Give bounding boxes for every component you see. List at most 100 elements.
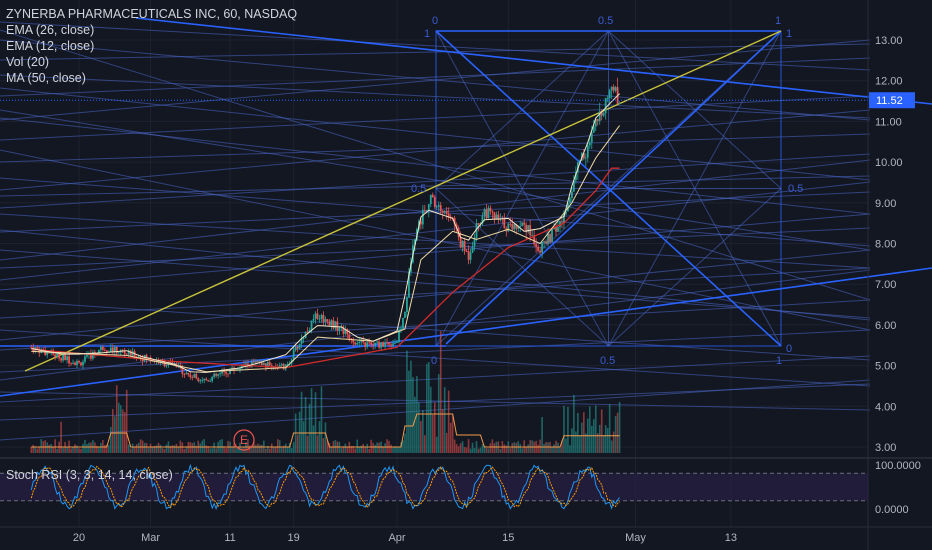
volume-bar — [342, 446, 345, 453]
candle-body — [366, 342, 369, 347]
candle-body — [300, 338, 303, 344]
candle-body — [555, 227, 557, 232]
volume-bar — [249, 445, 251, 453]
volume-bar — [598, 424, 601, 453]
volume-bar — [245, 442, 247, 453]
price-tick-label: 9.00 — [875, 198, 896, 210]
candle-body — [123, 351, 126, 354]
volume-bar — [286, 447, 289, 453]
volume-bar — [72, 447, 74, 453]
volume-bar — [600, 409, 603, 453]
study-volume[interactable]: Vol (20) — [6, 55, 50, 69]
volume-bar — [290, 447, 293, 453]
volume-bar — [237, 446, 239, 453]
volume-bar — [370, 439, 372, 453]
time-tick-label: 19 — [288, 532, 300, 544]
candle-body — [117, 352, 120, 354]
candle-body — [324, 319, 327, 322]
candle-body — [60, 358, 63, 361]
candle-body — [165, 364, 168, 367]
volume-bar — [412, 377, 414, 453]
faint-trendline — [0, 249, 871, 341]
volume-bar — [404, 433, 406, 453]
volume-bar — [451, 415, 454, 453]
volume-bar — [527, 444, 529, 453]
volume-bar — [402, 440, 404, 453]
candle-body — [465, 250, 468, 252]
volume-bar — [553, 444, 555, 453]
volume-bar — [239, 442, 241, 453]
volume-bar — [98, 447, 100, 453]
study-stoch-rsi[interactable]: Stoch RSI (3, 3, 14, 14, close) — [6, 468, 173, 482]
candle-body — [207, 380, 210, 382]
study-ema26[interactable]: EMA (26, close) — [6, 23, 95, 37]
volume-bar — [358, 446, 361, 453]
volume-bar — [569, 445, 571, 453]
candle-body — [535, 244, 538, 247]
study-ma50[interactable]: MA (50, close) — [6, 71, 86, 85]
volume-bar — [288, 442, 291, 453]
price-tick-label: 7.00 — [875, 279, 896, 291]
candle-body — [439, 205, 442, 211]
volume-bar — [115, 385, 118, 453]
candle-body — [82, 361, 84, 366]
volume-bar — [175, 443, 178, 453]
volume-bar — [382, 446, 384, 453]
volume-bar — [272, 447, 275, 453]
volume-bar — [350, 446, 353, 453]
candle-body — [537, 246, 540, 251]
volume-bar — [368, 448, 370, 453]
volume-bar — [298, 411, 301, 453]
volume-bar — [215, 448, 217, 453]
volume-bar — [447, 390, 450, 453]
candle-body — [408, 271, 410, 298]
volume-bar — [308, 403, 311, 453]
volume-bar — [602, 435, 605, 453]
price-tick-label: 6.00 — [875, 320, 896, 332]
candle-body — [296, 346, 299, 349]
candle-body — [302, 338, 305, 340]
study-ema12[interactable]: EMA (12, close) — [6, 39, 95, 53]
candle-body — [326, 319, 329, 322]
candle-body — [92, 351, 94, 359]
candle-body — [443, 210, 446, 213]
volume-bar — [539, 439, 541, 453]
candle-body — [574, 172, 577, 181]
volume-bar — [503, 444, 506, 453]
faint-trendline — [0, 43, 871, 61]
candle-body — [368, 342, 371, 344]
volume-bar — [149, 443, 152, 453]
candle-body — [219, 373, 222, 375]
candle-body — [481, 215, 484, 224]
volume-bar — [435, 436, 438, 453]
faint-trendline — [0, 109, 871, 191]
candle-body — [30, 347, 33, 349]
volume-bar — [108, 445, 110, 453]
volume-bar — [441, 409, 444, 453]
candle-body — [590, 132, 593, 143]
volume-bar — [161, 447, 164, 453]
candle-body — [322, 314, 325, 322]
volume-bar — [284, 443, 287, 453]
volume-bar — [251, 447, 253, 453]
volume-bar — [378, 442, 380, 453]
volume-bar — [135, 444, 138, 453]
faint-trendline — [0, 74, 871, 119]
symbol-title[interactable]: ZYNERBA PHARMACEUTICALS INC, 60, NASDAQ — [6, 7, 298, 21]
candle-body — [608, 90, 611, 98]
candle-body — [598, 111, 601, 122]
candle-body — [80, 362, 82, 366]
candle-body — [515, 224, 518, 229]
candle-body — [463, 241, 466, 251]
volume-bar — [445, 432, 448, 453]
candle-body — [215, 373, 218, 376]
volume-bar — [181, 442, 184, 453]
time-tick-label: May — [625, 532, 646, 544]
last-price-tag-bg — [869, 92, 915, 109]
candle-body — [441, 210, 444, 213]
candle-body — [547, 233, 549, 244]
rsi-k-line — [30, 463, 620, 511]
volume-bar — [46, 442, 48, 453]
volume-bar — [127, 444, 130, 453]
